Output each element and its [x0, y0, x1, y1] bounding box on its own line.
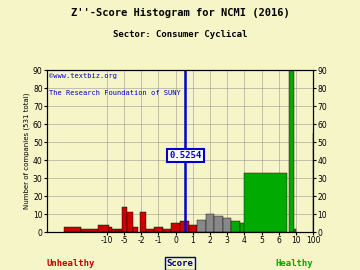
Bar [289, 70, 294, 232]
Text: Score: Score [167, 259, 193, 268]
Bar [197, 220, 206, 232]
Bar [154, 227, 163, 232]
Bar [116, 229, 119, 232]
Bar [98, 225, 109, 232]
Bar [294, 229, 296, 232]
Bar [64, 227, 81, 232]
Text: The Research Foundation of SUNY: The Research Foundation of SUNY [49, 90, 181, 96]
Bar [266, 225, 274, 232]
Bar [112, 229, 116, 232]
Bar [171, 223, 180, 232]
Bar [163, 229, 171, 232]
Bar [223, 218, 231, 232]
Text: Unhealthy: Unhealthy [47, 259, 95, 268]
Bar [206, 214, 214, 232]
Bar [249, 223, 257, 232]
Bar [127, 212, 133, 232]
Bar [244, 173, 287, 232]
Y-axis label: Number of companies (531 total): Number of companies (531 total) [24, 93, 30, 210]
Bar [189, 225, 197, 232]
Bar [122, 207, 127, 232]
Bar [140, 212, 145, 232]
Bar [133, 227, 138, 232]
Text: Z''-Score Histogram for NCMI (2016): Z''-Score Histogram for NCMI (2016) [71, 8, 289, 18]
Bar [81, 229, 98, 232]
Text: ©www.textbiz.org: ©www.textbiz.org [49, 73, 117, 79]
Bar [214, 216, 223, 232]
Bar [231, 221, 240, 232]
Text: Sector: Consumer Cyclical: Sector: Consumer Cyclical [113, 30, 247, 39]
Bar [119, 229, 122, 232]
Bar [180, 221, 189, 232]
Text: Healthy: Healthy [275, 259, 313, 268]
Text: 0.5254: 0.5254 [169, 151, 202, 160]
Bar [240, 223, 249, 232]
Bar [257, 223, 266, 232]
Bar [109, 227, 112, 232]
Bar [145, 229, 154, 232]
